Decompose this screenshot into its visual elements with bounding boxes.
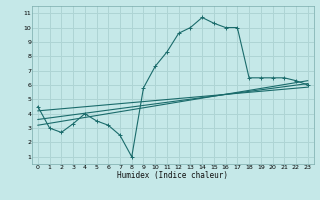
X-axis label: Humidex (Indice chaleur): Humidex (Indice chaleur) xyxy=(117,171,228,180)
